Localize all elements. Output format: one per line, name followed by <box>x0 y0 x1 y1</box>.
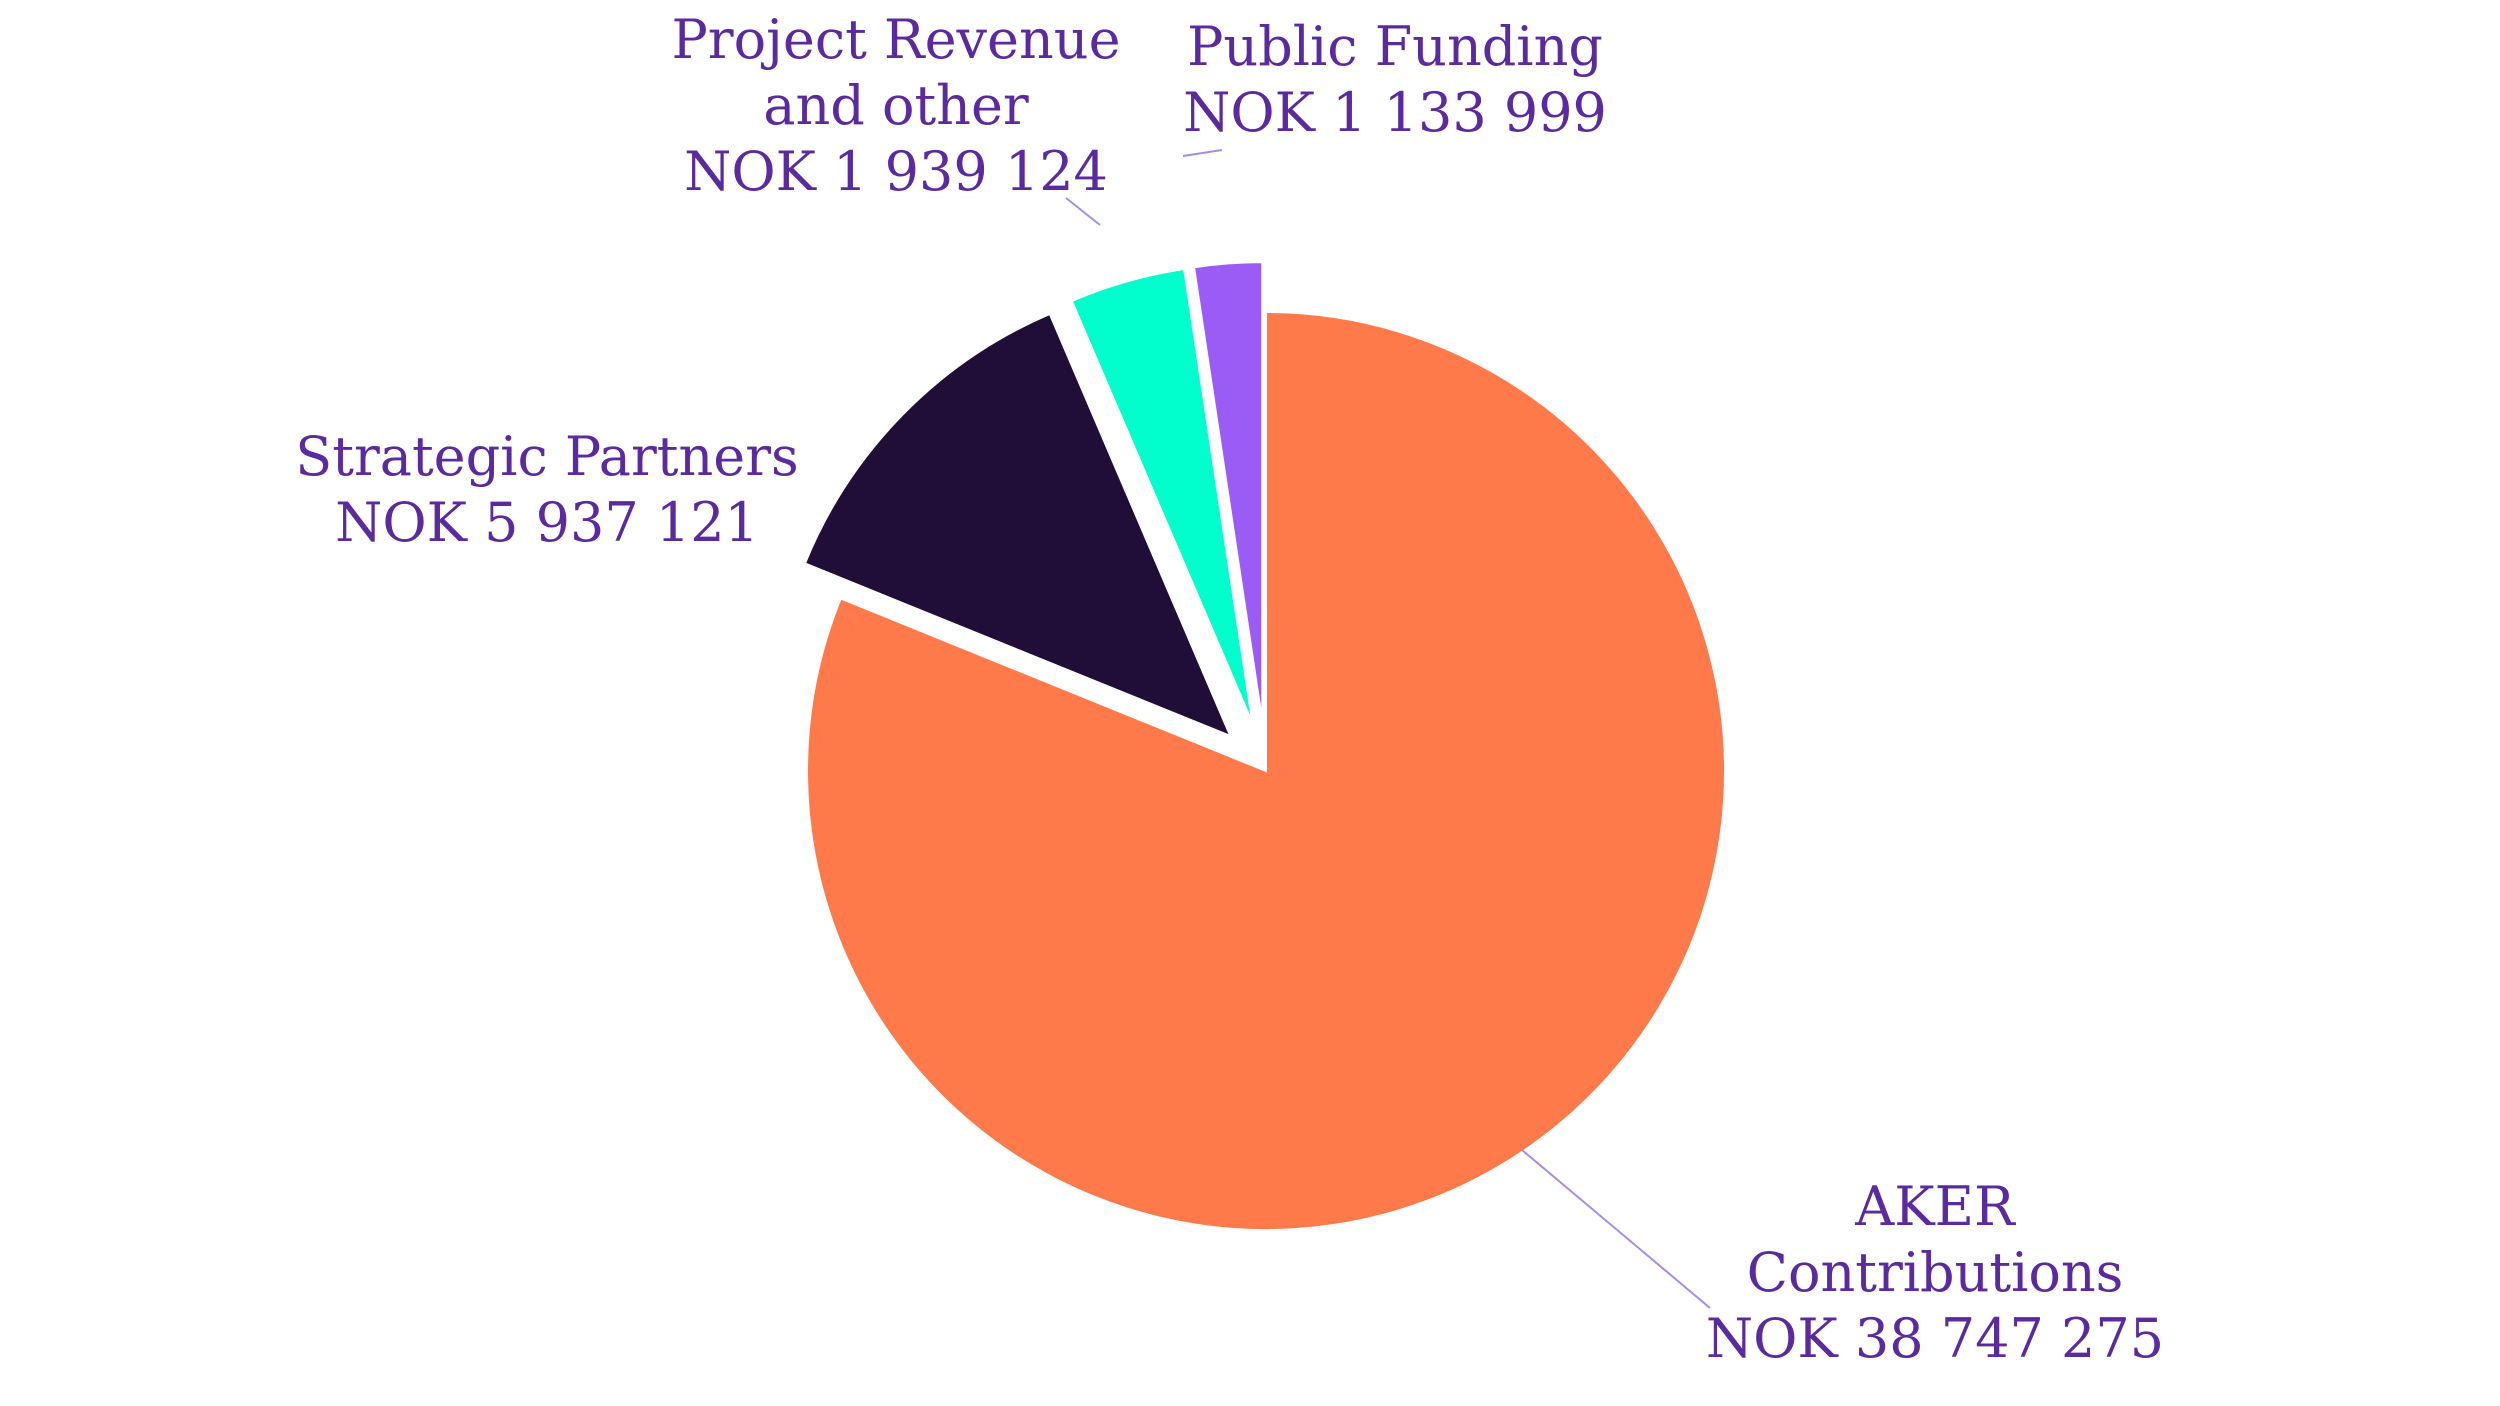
slice-label-project-revenue-and-other: Project Revenue and other NOK 1 939 124 <box>671 8 1120 203</box>
slice-label-line: Strategic Partners <box>295 425 798 488</box>
slice-label-public-funding: Public Funding NOK 1 133 999 <box>1183 15 1607 144</box>
slice-label-aker-contributions: AKER Contributions NOK 38 747 275 <box>1706 1175 2164 1370</box>
slice-label-line: Project Revenue <box>671 8 1120 71</box>
slice-label-line: NOK 1 133 999 <box>1183 81 1607 144</box>
slice-label-line: NOK 38 747 275 <box>1706 1307 2164 1370</box>
slice-label-line: Public Funding <box>1187 15 1603 78</box>
slice-label-line: NOK 5 937 121 <box>335 491 759 554</box>
leader-line-project-revenue-and-other <box>1065 197 1101 226</box>
slice-label-line: and other <box>763 74 1029 137</box>
pie-slice-aker-contributions <box>806 310 1726 1231</box>
leader-line-aker-contributions <box>1521 1149 1711 1309</box>
slice-label-line: AKER <box>1854 1175 2016 1238</box>
leader-line-public-funding <box>1182 149 1223 157</box>
slice-label-strategic-partners: Strategic Partners NOK 5 937 121 <box>295 425 798 554</box>
leader-lines <box>1065 149 1711 1309</box>
slice-labels: AKER Contributions NOK 38 747 275 Strategic… <box>295 8 2164 1370</box>
pie-slice-project-revenue-and-other <box>1070 267 1254 724</box>
pie-slice-strategic-partners <box>803 312 1233 738</box>
pie-slices <box>803 261 1726 1231</box>
slice-label-line: NOK 1 939 124 <box>684 140 1108 203</box>
slice-label-line: Contributions <box>1747 1241 2124 1304</box>
pie-slice-public-funding <box>1192 261 1264 722</box>
